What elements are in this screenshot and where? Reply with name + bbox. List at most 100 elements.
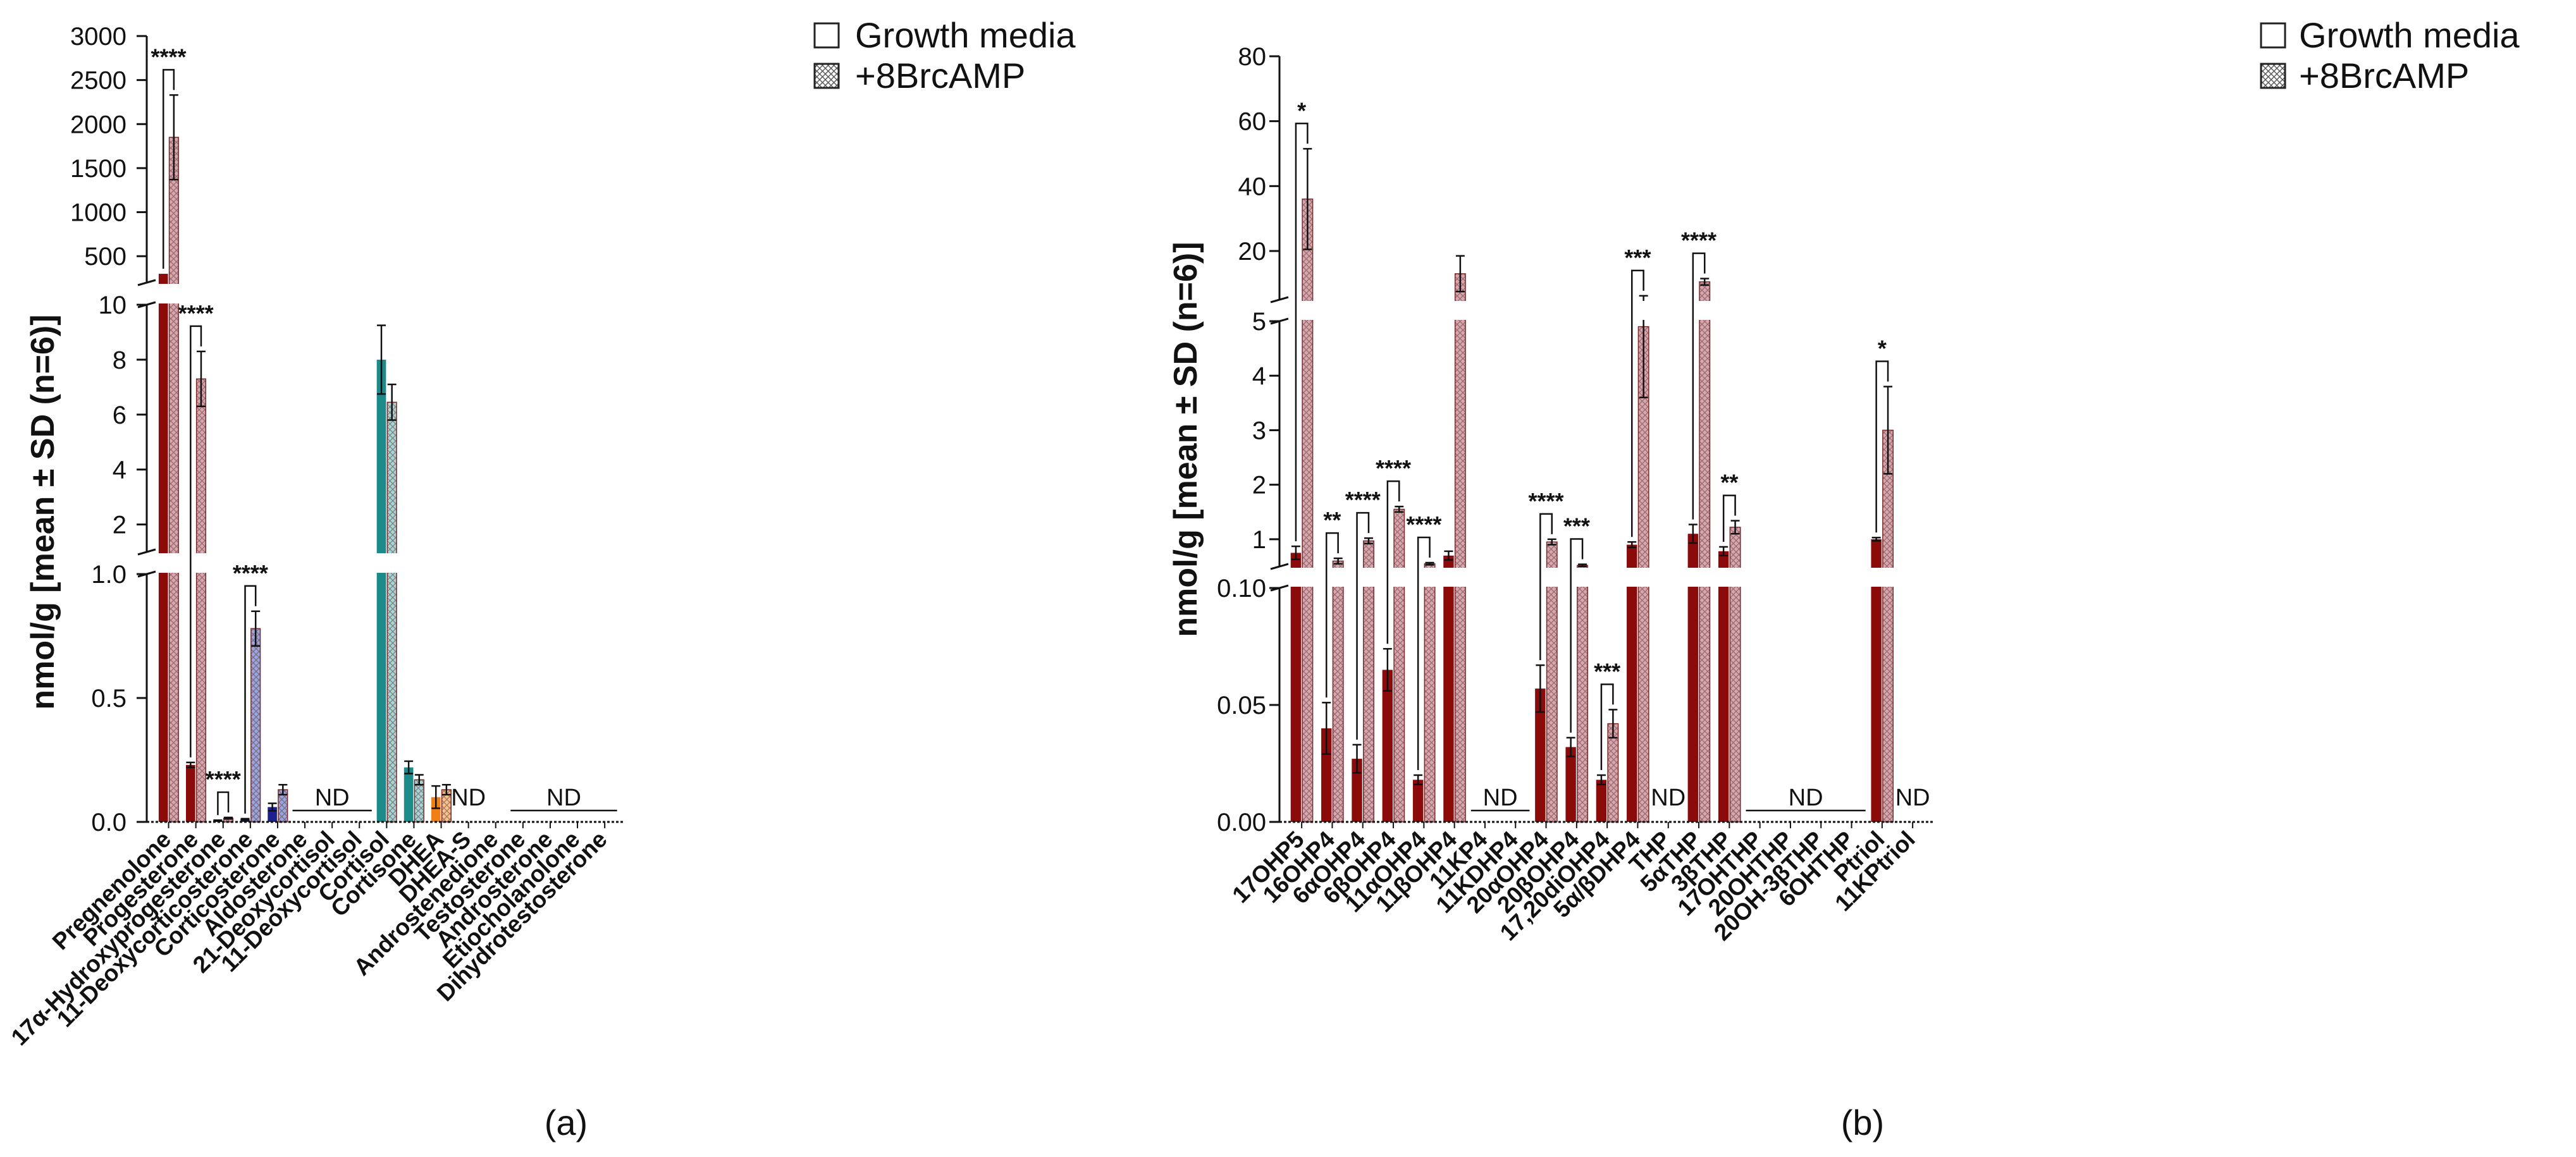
significance-bracket	[1722, 494, 1736, 542]
bar-growth-panel-0	[376, 359, 386, 822]
panel-0-y-tick-label: 2	[113, 511, 126, 539]
significance-bracket	[1325, 532, 1339, 698]
panel-1-axis-break-mark	[1270, 584, 1289, 592]
panel-1-y-tick-label: 80	[1238, 43, 1267, 71]
axis-break-gap	[149, 553, 621, 573]
panel-0-axis-break-mark	[137, 548, 156, 556]
panel-0-y-tick-label: 3000	[70, 23, 126, 51]
significance-bracket	[1295, 123, 1309, 542]
bar-growth-panel-1	[1687, 534, 1699, 822]
panel-a-chart: nmol/g [mean ± SD (n=6)] Growth media +8…	[6, 15, 1076, 1142]
legend-b-camp-label: +8BrcAMP	[2299, 56, 2469, 95]
panel-0-y-tick-label: 0.5	[91, 685, 126, 713]
nd-label: ND	[1789, 785, 1823, 811]
bar-growth-panel-1	[1535, 689, 1546, 822]
bar-growth-panel-1	[1627, 544, 1637, 822]
significance-stars: ***	[1563, 513, 1590, 539]
significance-stars: ****	[1345, 487, 1381, 513]
panel-0-axis-break-mark	[137, 279, 156, 286]
significance-bracket	[1630, 269, 1644, 537]
bar-growth-panel-0	[185, 764, 195, 822]
significance-stars: **	[1323, 507, 1341, 533]
bar-growth-panel-1	[1596, 780, 1607, 822]
legend-a-camp-swatch	[813, 63, 840, 89]
panel-0-y-tick-label: 1.0	[91, 561, 126, 589]
nd-label: ND	[451, 785, 486, 811]
bar-growth-panel-0	[431, 797, 441, 822]
bar-camp-panel-1	[1424, 563, 1436, 823]
significance-stars: ***	[1624, 245, 1651, 271]
panel-1-y-tick-label: 0.10	[1217, 575, 1266, 603]
bar-growth-panel-1	[1382, 670, 1393, 822]
significance-bracket	[217, 791, 230, 816]
legend-b-growth-label: Growth media	[2299, 15, 2520, 55]
panel-0-axis-break-mark	[137, 570, 156, 578]
panel-1-y-tick-label: 5	[1252, 308, 1266, 336]
panel-0-y-tick-label: 500	[84, 243, 126, 271]
significance-stars: *	[1297, 97, 1306, 123]
panel-a-y-axis-label: nmol/g [mean ± SD (n=6)]	[25, 314, 61, 709]
panel-b-legend: Growth media +8BrcAMP	[2260, 15, 2520, 95]
significance-bracket	[1570, 538, 1584, 733]
bar-growth-panel-1	[1321, 728, 1332, 822]
panel-b-y-axis-label: nmol/g [mean ± SD (n=6)]	[1168, 242, 1204, 637]
panel-1-y-tick-label: 60	[1238, 108, 1267, 136]
significance-bracket	[1692, 252, 1706, 520]
bar-camp-panel-1	[1302, 199, 1314, 823]
panel-0-y-tick-label: 1500	[70, 155, 126, 183]
panel-0-y-tick-label: 8	[113, 346, 126, 374]
significance-bracket	[1875, 360, 1889, 533]
bar-growth-panel-0	[404, 767, 414, 822]
nd-label: ND	[1651, 785, 1685, 811]
significance-stars: ****	[151, 44, 187, 70]
significance-bracket	[190, 325, 202, 757]
panel-0-y-tick-label: 2000	[70, 111, 126, 138]
panel-1-y-tick-label: 3	[1252, 417, 1266, 444]
significance-stars: ****	[1681, 228, 1716, 254]
bar-growth-panel-1	[1443, 555, 1454, 822]
significance-bracket	[1417, 536, 1431, 770]
significance-stars: ****	[233, 560, 268, 586]
panel-0-y-tick-label: 1000	[70, 199, 126, 227]
bar-camp-panel-1	[1577, 565, 1589, 823]
panel-b-chart: nmol/g [mean ± SD (n=6)] Growth media +8…	[1168, 15, 2520, 1142]
bar-growth-panel-1	[1412, 780, 1424, 822]
legend-b-camp-swatch	[2260, 63, 2286, 89]
panel-1-y-tick-label: 20	[1238, 238, 1267, 266]
significance-stars: ****	[1406, 511, 1441, 537]
panel-1-y-tick-label: 0.00	[1217, 809, 1266, 836]
nd-label: ND	[546, 785, 581, 811]
nd-label: ND	[315, 785, 350, 811]
axis-break-gap	[1282, 301, 1931, 320]
significance-stars: *	[1878, 335, 1887, 361]
significance-stars: ***	[1594, 658, 1620, 684]
significance-stars: **	[1720, 470, 1738, 496]
axis-break-gap	[1282, 568, 1931, 587]
bar-camp-panel-1	[1882, 429, 1894, 823]
panel-0-y-tick-label: 0.0	[91, 809, 126, 836]
axis-break-gap	[149, 284, 621, 303]
legend-b-growth-swatch	[2260, 22, 2286, 49]
significance-stars: ****	[1376, 455, 1411, 481]
bar-camp-panel-1	[1393, 508, 1405, 823]
panel-1-y-tick-label: 0.05	[1217, 692, 1266, 719]
panel-1-axis-break-mark	[1270, 296, 1289, 303]
bar-camp-panel-0	[250, 628, 261, 823]
significance-bracket	[1356, 511, 1370, 740]
bar-growth-panel-1	[1871, 539, 1882, 822]
panel-b-label: (b)	[1841, 1103, 1884, 1142]
significance-bracket	[1600, 683, 1614, 770]
bar-camp-panel-0	[386, 401, 397, 823]
panel-1-axis-break-mark	[1270, 563, 1289, 570]
nd-label: ND	[1895, 785, 1930, 811]
panel-1-axis-break-mark	[1270, 317, 1289, 325]
panel-0-y-tick-label: 6	[113, 401, 126, 429]
x-category-label: 17α-Hydroxyprogesterone	[6, 826, 231, 1051]
significance-stars: ****	[206, 766, 241, 792]
significance-bracket	[162, 69, 175, 269]
panel-1-y-tick-label: 4	[1252, 362, 1266, 390]
bar-growth-panel-1	[1290, 553, 1302, 822]
legend-a-camp-label: +8BrcAMP	[855, 56, 1025, 95]
significance-bracket	[1386, 480, 1400, 644]
